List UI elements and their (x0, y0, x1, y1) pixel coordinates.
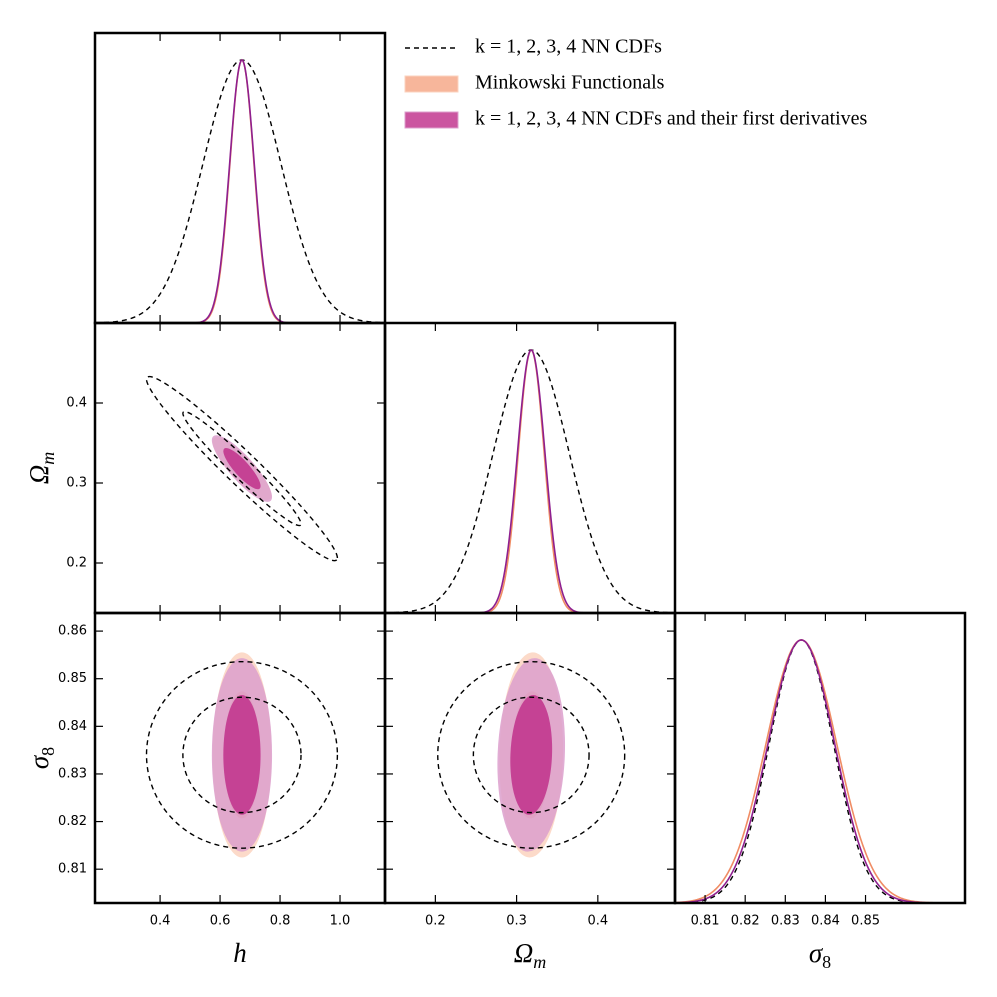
y-axis-label: Ωm (24, 452, 58, 485)
x-tick-label: 0.4 (587, 914, 608, 929)
label-symbol: σ (24, 754, 54, 769)
x-axis-label: h (233, 938, 247, 968)
label-subscript: 8 (38, 747, 58, 756)
x-tick-label: 0.81 (691, 914, 720, 929)
y-tick-label: 0.86 (58, 624, 87, 639)
contour (472, 696, 590, 814)
label-subscript: m (533, 952, 546, 972)
contour (223, 695, 261, 815)
label-symbol: h (233, 938, 247, 968)
y-tick-label: 0.85 (58, 671, 87, 686)
y-tick-label: 0.83 (58, 766, 87, 781)
contour (145, 375, 339, 562)
legend-label: k = 1, 2, 3, 4 NN CDFs (475, 36, 662, 58)
contour (145, 660, 339, 849)
label-subscript: 8 (822, 952, 831, 972)
legend-swatch (404, 75, 459, 93)
y-tick-label: 0.84 (58, 719, 87, 734)
y-tick-label: 0.2 (66, 556, 87, 571)
label-symbol: σ (809, 938, 824, 968)
marginal-curve (675, 639, 965, 903)
x-tick-label: 0.4 (150, 914, 171, 929)
y-tick-label: 0.81 (58, 862, 87, 877)
legend-swatch (404, 111, 459, 129)
x-tick-label: 0.3 (506, 914, 527, 929)
x-tick-label: 0.82 (731, 914, 760, 929)
marginal-curve (385, 349, 675, 613)
panel (95, 58, 385, 323)
panel (675, 639, 965, 903)
contour (182, 696, 302, 814)
marginal-curve (95, 58, 385, 323)
label-symbol: Ω (24, 465, 54, 485)
marginal-curve (385, 349, 675, 613)
y-tick-label: 0.3 (66, 476, 87, 491)
marginal-curve (95, 58, 385, 323)
legend-label: k = 1, 2, 3, 4 NN CDFs and their first d… (475, 108, 868, 130)
x-tick-label: 0.84 (811, 914, 840, 929)
label-subscript: m (38, 452, 58, 465)
panel (437, 652, 626, 858)
marginal-curve (385, 349, 675, 613)
marginal-curve (95, 59, 385, 323)
panel (145, 652, 339, 858)
legend-label: Minkowski Functionals (475, 72, 665, 94)
x-tick-label: 1.0 (330, 914, 351, 929)
x-tick-label: 0.2 (425, 914, 446, 929)
y-tick-label: 0.82 (58, 814, 87, 829)
x-tick-label: 0.8 (270, 914, 291, 929)
x-tick-label: 0.6 (210, 914, 231, 929)
x-tick-label: 0.85 (851, 914, 880, 929)
x-tick-label: 0.83 (771, 914, 800, 929)
x-axis-label: σ8 (809, 938, 831, 972)
panel (385, 349, 675, 613)
y-axis-label: σ8 (24, 747, 58, 769)
contour (223, 447, 261, 490)
panel-frame (383, 321, 677, 615)
panel-frame (673, 611, 967, 905)
contour (510, 695, 553, 815)
x-axis-label: Ωm (514, 938, 547, 972)
panel-frame (93, 31, 387, 325)
y-tick-label: 0.4 (66, 396, 87, 411)
label-symbol: Ω (514, 938, 534, 968)
panel (145, 375, 339, 562)
contour (437, 660, 626, 849)
